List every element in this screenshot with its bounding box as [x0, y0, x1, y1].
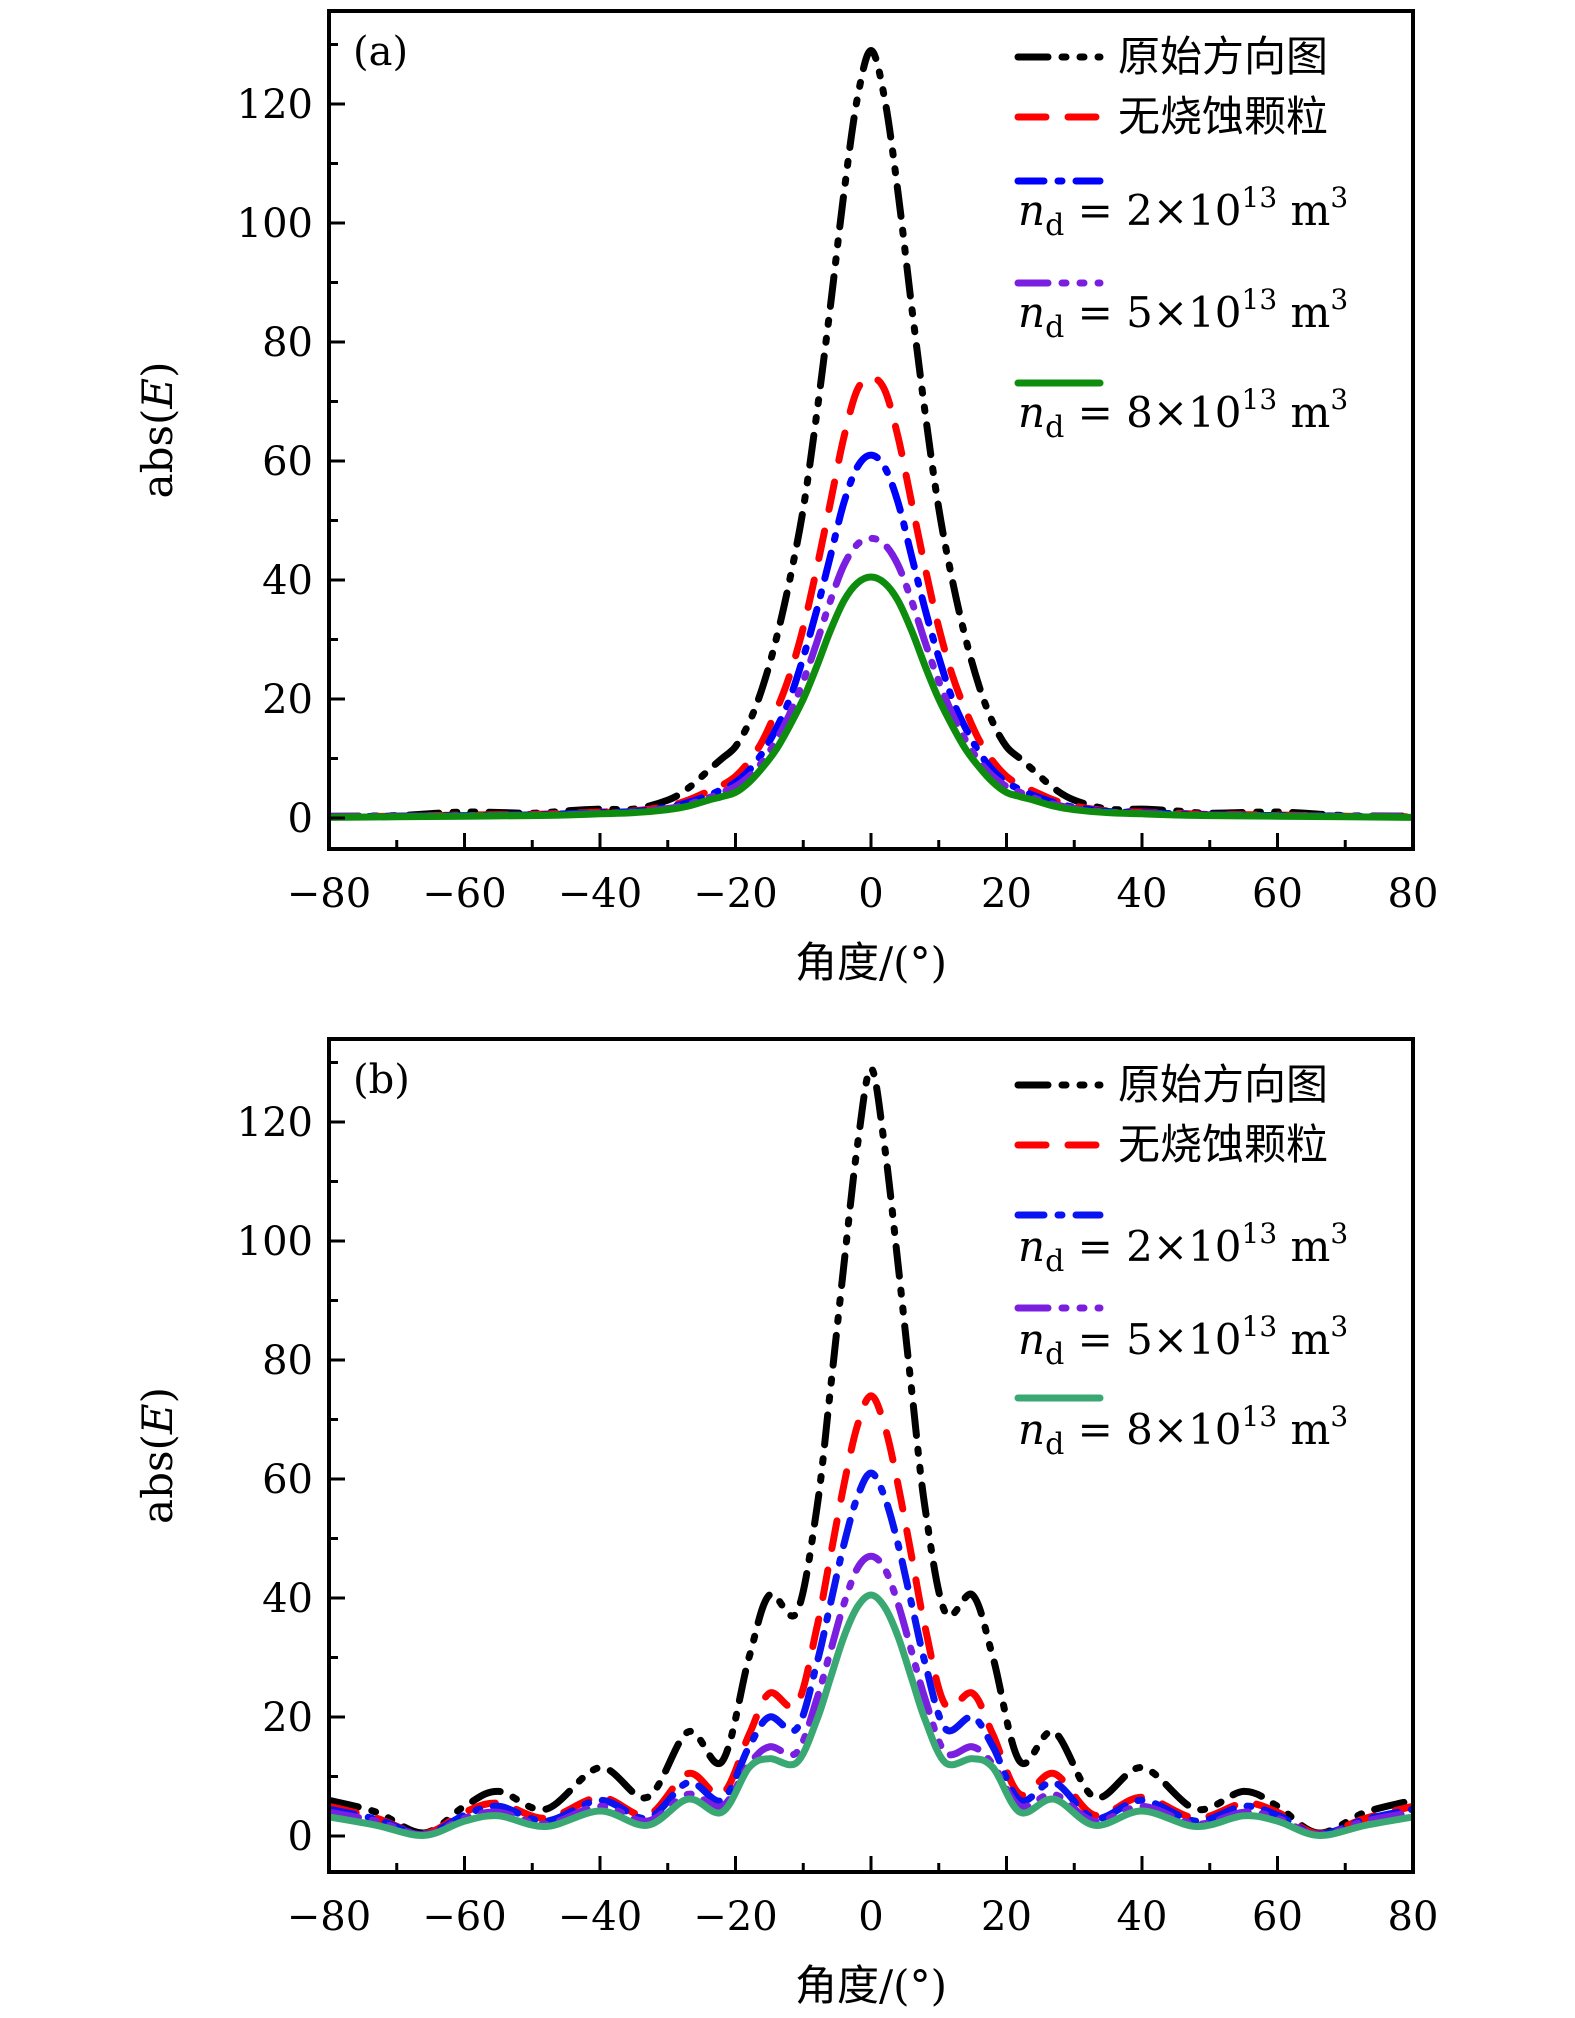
series-line-4 — [329, 1552, 1413, 1839]
y-tick-label: 40 — [262, 1576, 313, 1622]
x-tick-label: 40 — [1117, 1894, 1168, 1940]
x-tick-label: −80 — [287, 871, 371, 917]
x-tick-label: 40 — [1117, 871, 1168, 917]
panel-label: (a) — [353, 29, 408, 75]
series-line-2 — [329, 374, 1413, 821]
x-tick-label: −20 — [693, 1894, 777, 1940]
y-tick-label: 80 — [262, 1338, 313, 1384]
x-tick-label: 0 — [858, 1894, 883, 1940]
y-tick-label: 0 — [288, 1814, 313, 1860]
chart-panel-b: −80 −60 −40 −20 0 20 40 60 80 0 20 40 60 80 100 120 角度/(… — [133, 1037, 1439, 2010]
series-line-1 — [329, 47, 1413, 820]
y-tick-label: 20 — [262, 1695, 313, 1741]
x-tick-label: 60 — [1252, 1894, 1303, 1940]
x-tick-label: 20 — [981, 871, 1032, 917]
y-tick-label: 120 — [237, 1100, 313, 1146]
y-tick-label: 120 — [237, 82, 313, 128]
y-tick-label: 40 — [262, 558, 313, 604]
series-group — [329, 1065, 1413, 1839]
x-tick-label: −40 — [558, 871, 642, 917]
x-tick-label: −60 — [422, 871, 506, 917]
x-axis-label: 角度/(°) — [795, 1961, 947, 2010]
legend-label: nd = 5×1013 m3 — [1018, 1310, 1348, 1372]
legend-label: 原始方向图 — [1118, 1060, 1328, 1109]
x-tick-label: 20 — [981, 1894, 1032, 1940]
legend-label: 无烧蚀颗粒 — [1118, 92, 1328, 141]
x-tick-label: 80 — [1388, 871, 1439, 917]
series-group — [329, 47, 1413, 821]
y-axis-label: abs(E) — [133, 1387, 182, 1524]
legend-label: nd = 8×1013 m3 — [1018, 1400, 1348, 1462]
series-line-3 — [329, 1469, 1413, 1838]
y-tick-label: 80 — [262, 320, 313, 366]
x-tick-label: −40 — [558, 1894, 642, 1940]
y-tick-label: 100 — [237, 201, 313, 247]
x-tick-label: −20 — [693, 871, 777, 917]
legend-label: nd = 2×1013 m3 — [1018, 181, 1348, 243]
series-line-1 — [329, 1065, 1413, 1837]
panel-label: (b) — [353, 1057, 410, 1103]
x-tick-label: 80 — [1388, 1894, 1439, 1940]
y-tick-label: 60 — [262, 439, 313, 485]
legend-label: nd = 2×1013 m3 — [1018, 1217, 1348, 1279]
x-tick-label: −80 — [287, 1894, 371, 1940]
legend-label: 原始方向图 — [1118, 32, 1328, 81]
y-tick-label: 100 — [237, 1219, 313, 1265]
legend-label: 无烧蚀颗粒 — [1118, 1120, 1328, 1169]
chart-panel-a: −80 −60 −40 −20 0 20 40 60 80 0 20 40 60 80 100 120 角度/(… — [133, 9, 1439, 987]
x-tick-label: −60 — [422, 1894, 506, 1940]
series-line-5 — [329, 1591, 1413, 1839]
y-tick-label: 20 — [262, 677, 313, 723]
y-axis-label: abs(E) — [133, 362, 182, 499]
y-tick-label: 60 — [262, 1457, 313, 1503]
series-line-2 — [329, 1392, 1413, 1838]
x-tick-label: 60 — [1252, 871, 1303, 917]
series-line-5 — [329, 573, 1413, 821]
legend-label: nd = 8×1013 m3 — [1018, 383, 1348, 445]
series-line-3 — [329, 451, 1413, 821]
legend-label: nd = 5×1013 m3 — [1018, 283, 1348, 345]
x-axis-label: 角度/(°) — [795, 938, 947, 987]
y-tick-label: 0 — [288, 796, 313, 842]
x-tick-label: 0 — [858, 871, 883, 917]
